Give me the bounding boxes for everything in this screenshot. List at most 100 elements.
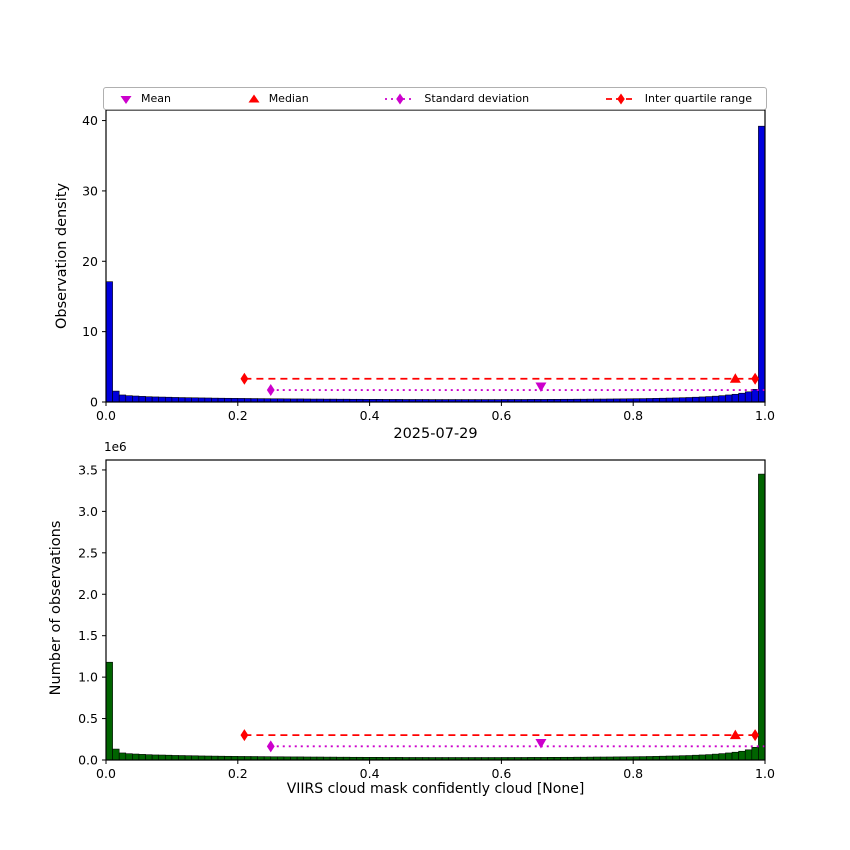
std-marker — [266, 384, 275, 397]
histogram-bar — [698, 754, 706, 761]
histogram-bar — [165, 396, 173, 403]
top-panel: 0 10 20 30 40 0.0 0.2 0.4 0.6 0.8 1.0 — [82, 109, 775, 423]
histogram-bar — [145, 396, 153, 403]
histogram-bar — [738, 392, 746, 403]
y-tick-label: 40 — [82, 113, 98, 128]
x-tick-label: 0.8 — [623, 408, 643, 423]
x-tick-label: 0.8 — [623, 766, 643, 781]
std-marker — [266, 740, 275, 753]
x-tick-label: 0.0 — [96, 766, 116, 781]
histogram-bar — [672, 755, 680, 761]
legend-item-std: Standard deviation — [383, 92, 529, 106]
histogram-bar — [171, 397, 179, 403]
iqr-marker-icon — [605, 93, 636, 104]
std-marker-icon — [385, 93, 416, 104]
xlabel-viirs-cloud-mask: VIIRS cloud mask confidently cloud [None… — [286, 781, 585, 797]
y-axis-offset-text: 1e6 — [104, 440, 127, 454]
histogram-bar — [178, 755, 186, 761]
y-tick-label: 2.5 — [78, 545, 98, 560]
y-tick-label: 10 — [82, 324, 98, 339]
histogram-bar — [105, 281, 113, 403]
histogram-bar — [138, 754, 146, 761]
histogram-bar — [758, 473, 766, 761]
top-histogram-bars — [105, 125, 766, 403]
histogram-bar — [718, 395, 726, 403]
histogram-bar — [184, 397, 192, 403]
x-tick-label: 0.6 — [491, 408, 511, 423]
histogram-bar — [758, 125, 766, 403]
histogram-bar — [731, 393, 739, 403]
median-marker — [729, 373, 741, 383]
histogram-bar — [692, 754, 700, 761]
legend-label-std: Standard deviation — [424, 92, 530, 105]
y-tick-label: 0.0 — [78, 753, 98, 768]
x-tick-label: 0.6 — [491, 766, 511, 781]
x-tick-label: 0.4 — [360, 408, 380, 423]
x-tick-label: 0.2 — [228, 408, 248, 423]
histogram-bar — [184, 755, 192, 761]
legend-label-mean: Mean — [141, 92, 171, 105]
histogram-bar — [178, 397, 186, 403]
y-tick-label: 20 — [82, 254, 98, 269]
y-tick-label: 0.5 — [78, 711, 98, 726]
mean-marker — [535, 382, 547, 393]
y-tick-label: 3.0 — [78, 504, 98, 519]
histogram-bar — [165, 754, 173, 761]
histogram-bar — [118, 752, 127, 761]
x-tick-label: 0.2 — [228, 766, 248, 781]
histogram-bar — [125, 395, 133, 403]
histogram-bar — [191, 755, 199, 761]
histogram-bar — [672, 397, 680, 403]
histogram-bar — [132, 395, 140, 403]
legend: Mean Median Standard deviation Inter qua… — [103, 87, 767, 110]
median-marker — [729, 729, 741, 740]
histogram-bar — [698, 396, 706, 403]
plot-title: 2025-07-29 — [393, 426, 478, 442]
y-tick-label: 2.0 — [78, 587, 98, 602]
x-tick-label: 0.0 — [96, 408, 116, 423]
x-tick-label: 1.0 — [755, 766, 775, 781]
legend-label-iqr: Inter quartile range — [644, 92, 752, 105]
median-marker-icon — [248, 94, 260, 102]
histogram-bar — [725, 752, 733, 761]
histogram-bar — [751, 747, 759, 761]
mean-marker-icon — [120, 95, 132, 104]
x-tick-label: 0.4 — [360, 766, 380, 781]
axes-frame — [105, 109, 766, 403]
histogram-bar — [738, 750, 746, 761]
y-tick-label: 3.5 — [78, 462, 98, 477]
iqr-left-marker — [240, 729, 249, 742]
legend-item-iqr: Inter quartile range — [604, 92, 752, 106]
histogram-bar — [171, 755, 179, 761]
histogram-bar — [705, 396, 713, 403]
iqr-left-marker — [240, 372, 249, 385]
histogram-bar — [679, 755, 687, 761]
histogram-bar — [705, 754, 713, 761]
histogram-bar — [744, 391, 753, 403]
mean-marker — [535, 739, 547, 749]
y-tick-label: 30 — [82, 183, 98, 198]
histogram-bar — [731, 751, 739, 761]
histogram-bar — [138, 396, 146, 403]
histogram-bar — [204, 397, 212, 403]
axes-frame — [105, 459, 766, 761]
bottom-panel: 0.0 0.5 1.0 1.5 2.0 2.5 3.0 3.5 0.0 0.2 0.4 0.6 0.8 1… — [78, 459, 775, 781]
y-tick-label: 1.5 — [78, 628, 98, 643]
histogram-bar — [105, 661, 113, 761]
histogram-bar — [197, 397, 206, 403]
histogram-bar — [151, 396, 160, 403]
histogram-bar — [197, 755, 206, 761]
ylabel-observation-density: Observation density — [54, 182, 70, 330]
histogram-bar — [692, 396, 700, 403]
legend-item-mean: Mean — [118, 92, 171, 106]
histogram-bar — [158, 396, 166, 403]
histogram-bar — [685, 397, 693, 403]
bottom-histogram-bars — [105, 473, 766, 761]
histogram-bar — [151, 754, 160, 761]
histogram-bar — [112, 390, 120, 403]
histogram-bar — [711, 395, 720, 403]
iqr-right-marker — [751, 372, 760, 385]
legend-item-median: Median — [246, 92, 309, 106]
